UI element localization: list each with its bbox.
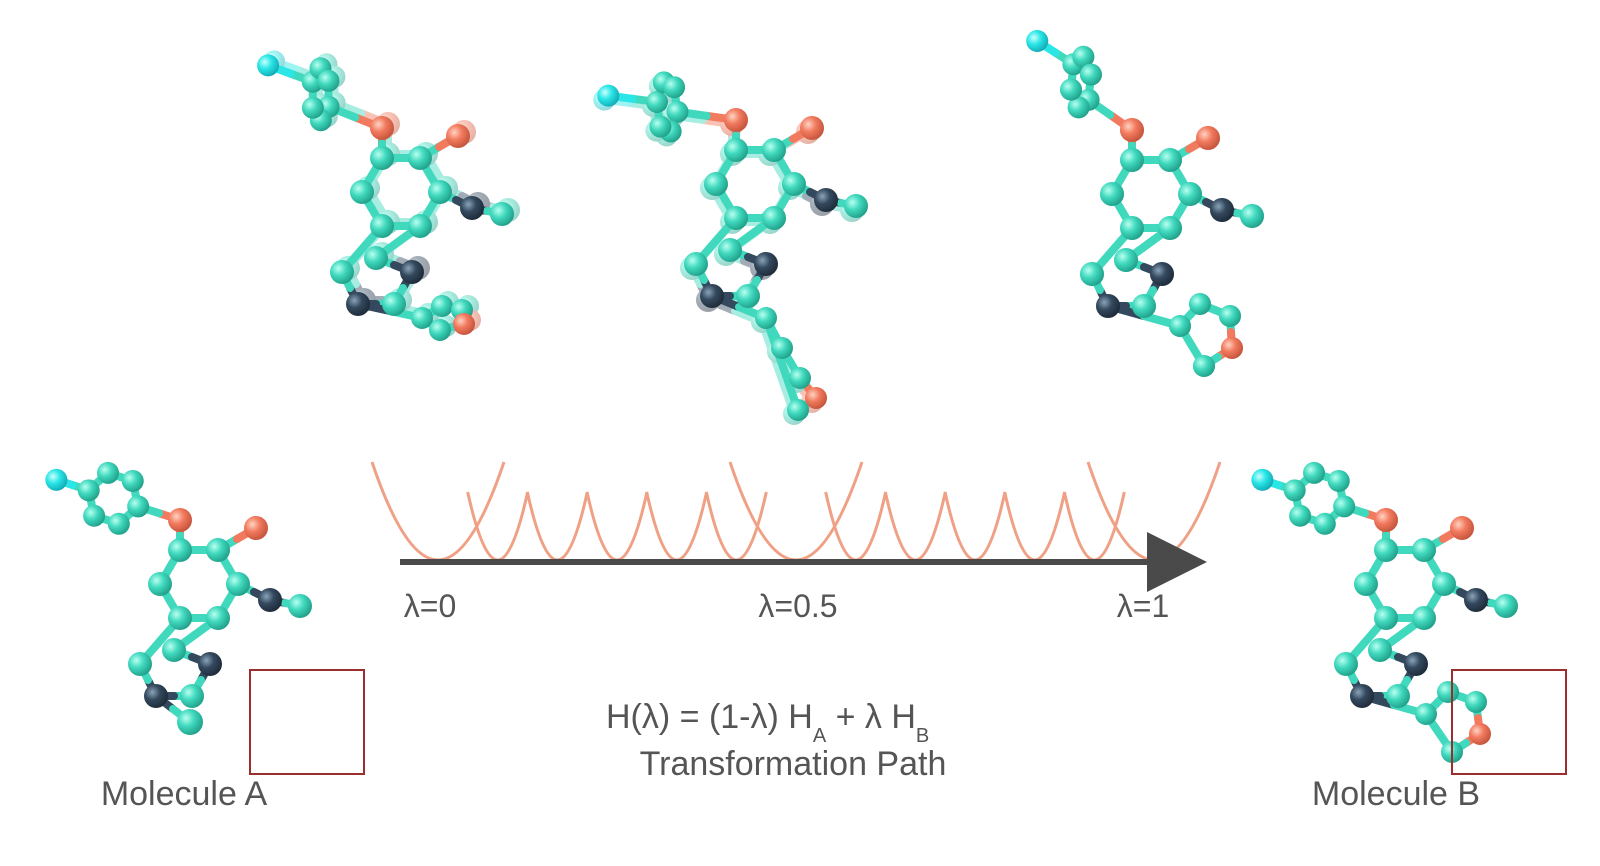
highlight-box-a (249, 669, 365, 775)
molecule-a-label: Molecule A (101, 775, 268, 813)
hamiltonian-equation: H(λ) = (1-λ) HA + λ HB (606, 698, 929, 747)
lambda-window-well (466, 491, 530, 562)
lambda-mid-label: λ=0.5 (758, 588, 837, 624)
intermediate-structure-lambda-0-5 (593, 71, 868, 425)
lambda-window-well (645, 491, 709, 562)
lambda-end-label: λ=1 (1117, 588, 1169, 624)
equation-middle: + λ H (826, 698, 916, 736)
molecule-b-structure (1251, 461, 1518, 763)
equation-prefix: H(λ) = (1-λ) H (606, 698, 813, 736)
lambda-window-well (585, 491, 649, 562)
lambda-window-well (525, 491, 589, 562)
transformation-path-label: Transformation Path (640, 745, 947, 783)
lambda-windows (370, 461, 1222, 562)
highlight-box-b (1451, 669, 1567, 775)
intermediate-structure-lambda-0 (257, 50, 520, 341)
equation-subscript-a: A (813, 725, 827, 747)
lambda-window-well (943, 491, 1007, 562)
intermediate-structure-lambda-1 (1026, 30, 1264, 377)
lambda-window-well (1003, 491, 1067, 562)
lambda-window-well (824, 491, 888, 562)
molecule-a-structure (45, 461, 312, 735)
equation-subscript-b: B (916, 725, 929, 747)
molecule-b-label: Molecule B (1312, 775, 1480, 813)
lambda-start-label: λ=0 (404, 588, 456, 624)
lambda-window-well (883, 491, 947, 562)
